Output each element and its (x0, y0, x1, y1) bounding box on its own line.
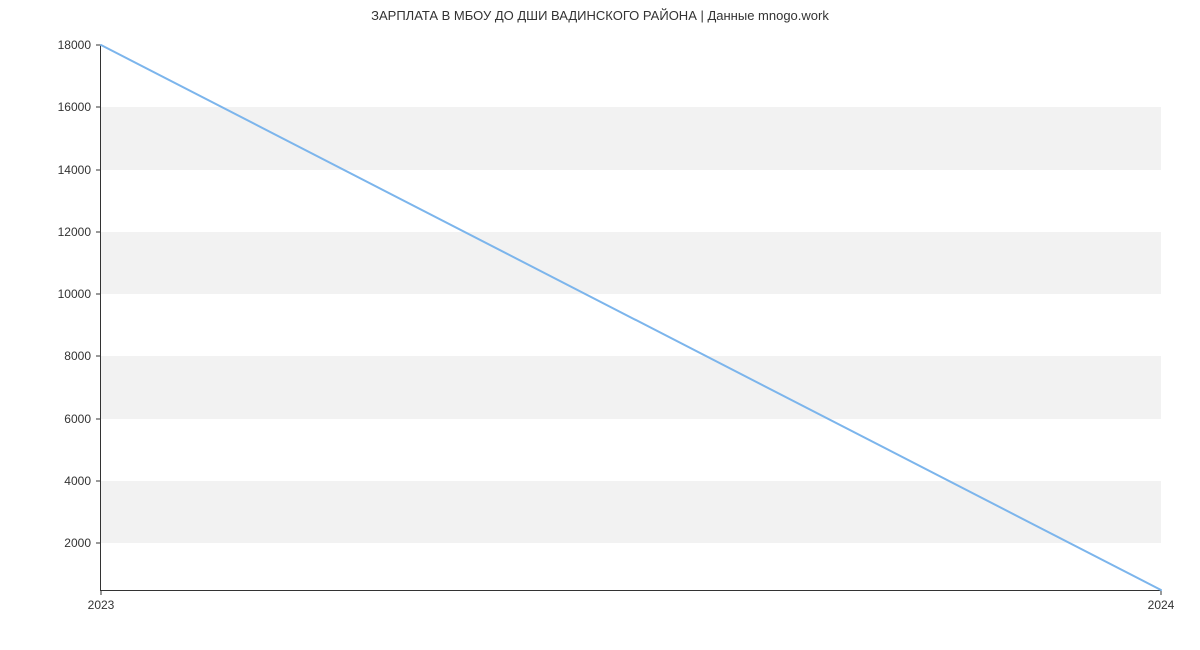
y-tick-label: 2000 (64, 536, 91, 550)
salary-chart: ЗАРПЛАТА В МБОУ ДО ДШИ ВАДИНСКОГО РАЙОНА… (0, 0, 1200, 650)
x-tick-label: 2024 (1148, 598, 1175, 612)
plot-area: 2000400060008000100001200014000160001800… (100, 45, 1161, 591)
y-tick-label: 8000 (64, 349, 91, 363)
y-tick-label: 12000 (58, 225, 91, 239)
line-layer (101, 45, 1161, 590)
series-line-salary (101, 45, 1161, 590)
y-tick-label: 4000 (64, 474, 91, 488)
y-tick-label: 14000 (58, 163, 91, 177)
y-tick-label: 10000 (58, 287, 91, 301)
x-tick-mark (101, 590, 102, 595)
y-tick-label: 6000 (64, 412, 91, 426)
y-tick-label: 16000 (58, 100, 91, 114)
y-tick-label: 18000 (58, 38, 91, 52)
chart-title: ЗАРПЛАТА В МБОУ ДО ДШИ ВАДИНСКОГО РАЙОНА… (0, 8, 1200, 23)
x-tick-label: 2023 (88, 598, 115, 612)
